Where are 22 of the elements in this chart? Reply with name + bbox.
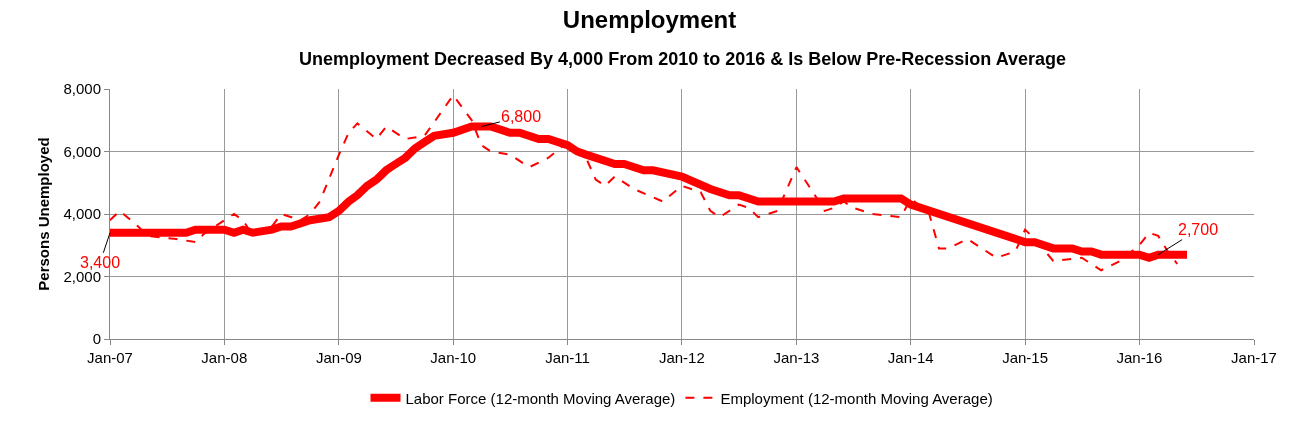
y-tick-label: 8,000: [63, 80, 101, 98]
x-tick-label: Jan-08: [201, 349, 248, 366]
x-tick-label: Jan-13: [773, 349, 820, 366]
x-tick-label: Jan-09: [315, 349, 362, 366]
x-tick-label: Jan-17: [1231, 349, 1277, 366]
x-tick-label: Jan-12: [658, 349, 705, 366]
y-axis-title: Persons Unemployed: [34, 137, 52, 291]
annotation: 2,700: [1178, 221, 1219, 238]
legend-label: Labor Force (12-month Moving Average): [405, 389, 676, 407]
y-tick-label: 4,000: [63, 205, 101, 223]
x-tick-label: Jan-15: [1002, 349, 1049, 366]
annotation: 6,800: [501, 108, 542, 125]
x-tick-label: Jan-16: [1116, 349, 1163, 366]
x-tick-label: Jan-10: [430, 349, 477, 366]
legend-label: Employment (12-month Moving Average): [720, 389, 993, 407]
y-tick-label: 6,000: [63, 142, 101, 160]
y-tick-label: 0: [92, 330, 101, 348]
x-tick-label: Jan-11: [545, 349, 590, 366]
x-tick-label: Jan-14: [887, 349, 934, 366]
x-tick-label: Jan-07: [87, 349, 133, 366]
chart-title: Unemployment: [562, 5, 737, 33]
chart-subtitle: Unemployment Decreased By 4,000 From 2010 to 2016 & Is Below Pre-Recession Average: [299, 49, 1067, 69]
